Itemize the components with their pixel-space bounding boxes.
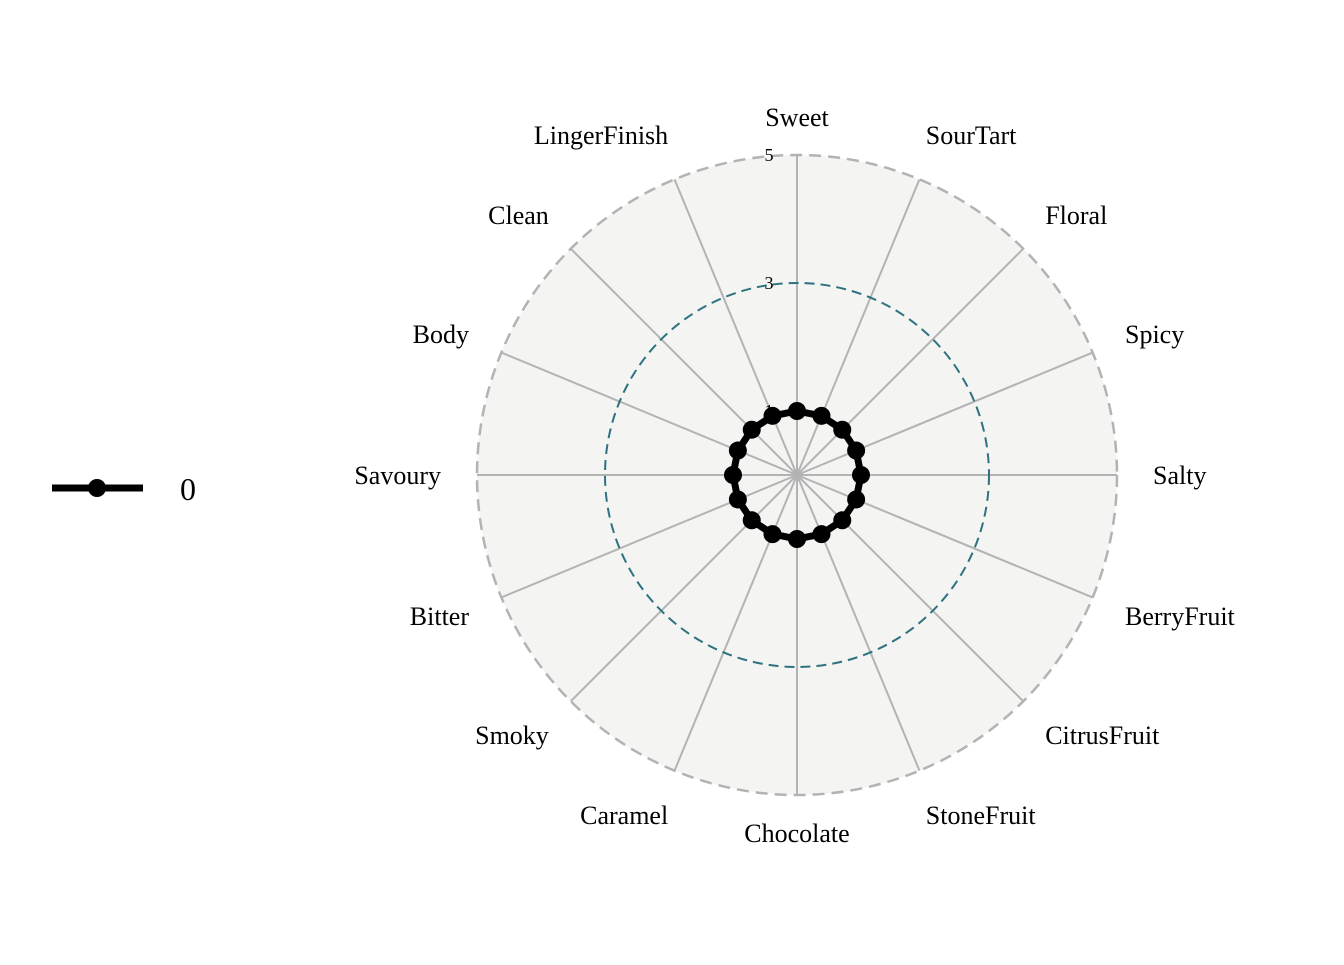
spoke-body xyxy=(500,351,798,476)
axis-label-citrusfruit: CitrusFruit xyxy=(1045,721,1160,750)
data-point-stonefruit xyxy=(812,525,831,544)
axis-label-berryfruit: BerryFruit xyxy=(1125,602,1236,631)
axis-label-smoky: Smoky xyxy=(475,721,549,750)
data-point-chocolate xyxy=(788,530,806,548)
axis-label-bitter: Bitter xyxy=(410,602,470,631)
spoke-floral xyxy=(796,248,1024,476)
axis-label-caramel: Caramel xyxy=(580,801,668,830)
data-point-body xyxy=(728,441,747,460)
spoke-stonefruit xyxy=(796,474,921,772)
axis-label-clean: Clean xyxy=(488,201,549,230)
axis-label-body: Body xyxy=(413,320,469,349)
spoke-caramel xyxy=(673,474,798,772)
data-point-floral xyxy=(833,420,852,439)
axis-label-chocolate: Chocolate xyxy=(744,819,849,848)
data-point-berryfruit xyxy=(847,490,866,509)
spoke-sourtart xyxy=(796,178,921,476)
data-point-clean xyxy=(742,420,761,439)
axis-label-spicy: Spicy xyxy=(1125,320,1184,349)
spoke-berryfruit xyxy=(796,474,1094,599)
spoke-spicy xyxy=(796,351,1094,476)
axis-label-sweet: Sweet xyxy=(765,103,829,132)
spoke-lingerfinish xyxy=(673,178,798,476)
axis-label-lingerfinish: LingerFinish xyxy=(534,121,668,150)
axis-label-savoury: Savoury xyxy=(354,461,441,490)
data-point-smoky xyxy=(742,511,761,530)
data-point-lingerfinish xyxy=(763,406,782,425)
data-point-salty xyxy=(852,466,870,484)
axis-label-sourtart: SourTart xyxy=(926,121,1017,150)
data-point-sweet xyxy=(788,402,806,420)
data-point-savoury xyxy=(724,466,742,484)
axis-label-stonefruit: StoneFruit xyxy=(926,801,1037,830)
spoke-clean xyxy=(570,248,798,476)
legend-label: 0 xyxy=(180,471,196,507)
spoke-citrusfruit xyxy=(796,474,1024,702)
data-point-citrusfruit xyxy=(833,511,852,530)
data-point-spicy xyxy=(847,441,866,460)
ring-label-3: 3 xyxy=(765,273,774,293)
spoke-bitter xyxy=(500,474,798,599)
grid-ring-outer xyxy=(475,153,1119,797)
axis-label-floral: Floral xyxy=(1045,201,1107,230)
axis-label-salty: Salty xyxy=(1153,461,1206,490)
data-point-sourtart xyxy=(812,406,831,425)
spoke-smoky xyxy=(570,474,798,702)
legend-marker xyxy=(88,479,106,497)
data-point-bitter xyxy=(728,490,747,509)
ring-label-5: 5 xyxy=(765,145,774,165)
grid-ring-mid xyxy=(604,282,990,668)
data-point-caramel xyxy=(763,525,782,544)
